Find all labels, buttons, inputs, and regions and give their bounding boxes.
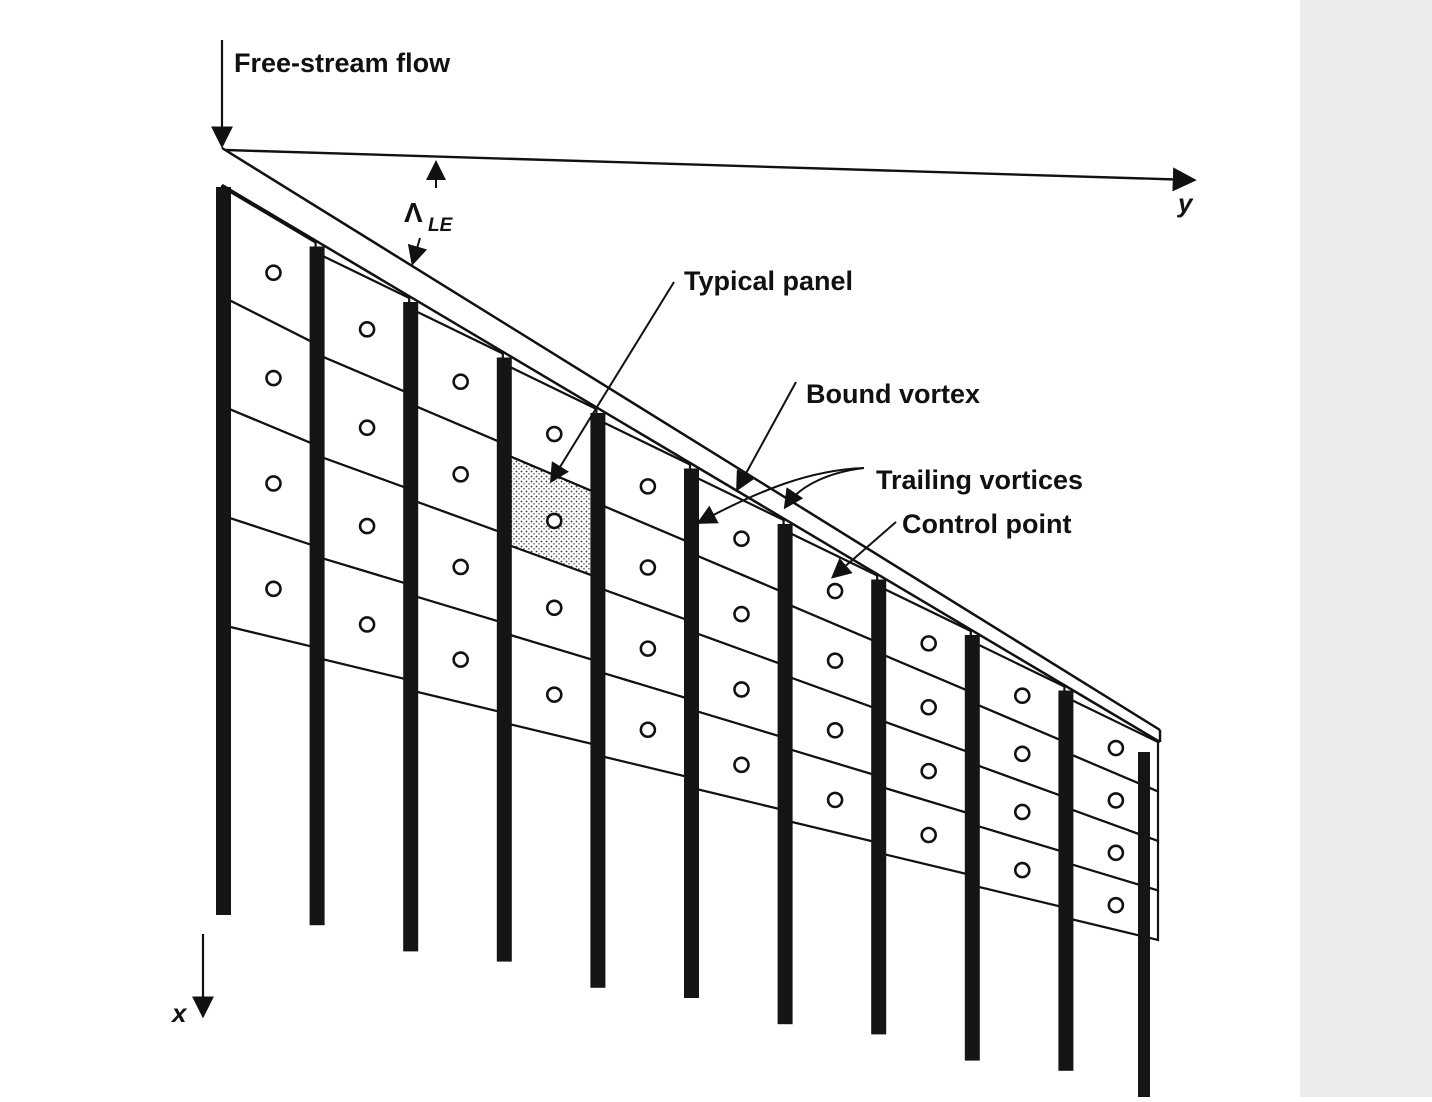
trailing-vortex-leg <box>590 413 606 988</box>
control-point-marker <box>639 478 657 495</box>
control-point-marker <box>920 762 937 780</box>
wing-leading-edge <box>221 183 1161 744</box>
control-point-marker <box>265 369 282 387</box>
control-point-marker <box>639 559 657 576</box>
control-point-marker <box>733 681 750 698</box>
trailing-vortices-leader-b <box>783 467 865 510</box>
control-point-marker <box>1107 844 1125 862</box>
control-point-marker <box>1013 861 1031 879</box>
control-point-label: Control point <box>902 509 1071 539</box>
trailing-vortex-leg <box>964 635 980 1061</box>
sweep-angle-symbol: Λ <box>404 197 423 228</box>
control-point-marker <box>639 640 657 657</box>
control-point-marker <box>265 580 282 598</box>
trailing-vortex-leg <box>684 468 699 998</box>
control-point-marker <box>826 652 844 669</box>
control-point-marker <box>920 698 937 716</box>
sweep-angle-subscript: LE <box>428 215 454 236</box>
sweep-arrow-down <box>407 237 428 266</box>
control-point-marker <box>1013 745 1031 763</box>
control-point-marker <box>1107 792 1125 809</box>
trailing-vortex-leg <box>496 357 512 962</box>
control-point-marker <box>1013 803 1031 821</box>
control-point-marker <box>545 599 563 617</box>
freestream-label: Free-stream flow <box>234 48 451 78</box>
control-point-marker <box>452 466 469 483</box>
control-point-marker <box>545 686 563 703</box>
control-point-marker <box>265 475 282 492</box>
control-point-marker <box>1107 739 1125 757</box>
control-point-marker <box>639 721 657 739</box>
control-point-marker <box>920 826 937 844</box>
control-point-marker <box>733 756 750 774</box>
control-point-marker <box>826 582 844 600</box>
control-point-marker <box>358 517 376 535</box>
trailing-vortices-label: Trailing vortices <box>876 465 1083 495</box>
trailing-vortex-leg <box>1058 690 1074 1071</box>
tip-trailing-vortex <box>1138 752 1150 1097</box>
control-point-marker <box>826 721 844 739</box>
control-points <box>265 264 1125 914</box>
control-point-marker <box>1107 896 1125 914</box>
typical-panel-label: Typical panel <box>684 266 853 296</box>
trailing-vortex-leg <box>403 302 419 952</box>
typical-panel-leader <box>549 281 675 484</box>
control-point-marker <box>358 321 376 338</box>
leading-edge-line <box>221 146 1161 732</box>
trailing-vortex-leg <box>309 246 325 926</box>
control-point-marker <box>358 419 376 437</box>
control-point-marker <box>733 530 750 548</box>
control-point-marker <box>545 512 563 530</box>
trailing-vortex-lines <box>216 187 1150 1097</box>
control-point-marker <box>733 605 750 623</box>
control-point-marker <box>265 264 282 282</box>
y-axis-line <box>225 148 1197 192</box>
control-point-marker <box>545 425 563 443</box>
control-point-marker <box>358 616 376 633</box>
root-trailing-vortex <box>218 187 230 915</box>
trailing-vortex-leg <box>777 524 793 1025</box>
control-point-marker <box>452 373 469 390</box>
control-point-marker <box>920 635 937 652</box>
control-point-marker <box>1013 687 1031 705</box>
bound-vortex-leader <box>736 381 797 492</box>
control-point-marker <box>826 791 844 809</box>
control-point-leader <box>830 521 897 579</box>
control-point-marker <box>452 558 469 576</box>
y-axis-label: y <box>1176 188 1194 218</box>
x-axis-label: x <box>170 998 188 1028</box>
page-edge-shadow <box>1300 0 1432 1097</box>
trailing-vortices-leader-a <box>696 467 865 524</box>
control-point-marker <box>452 651 469 668</box>
bound-vortex-label: Bound vortex <box>806 379 980 409</box>
trailing-vortex-leg <box>871 579 887 1035</box>
